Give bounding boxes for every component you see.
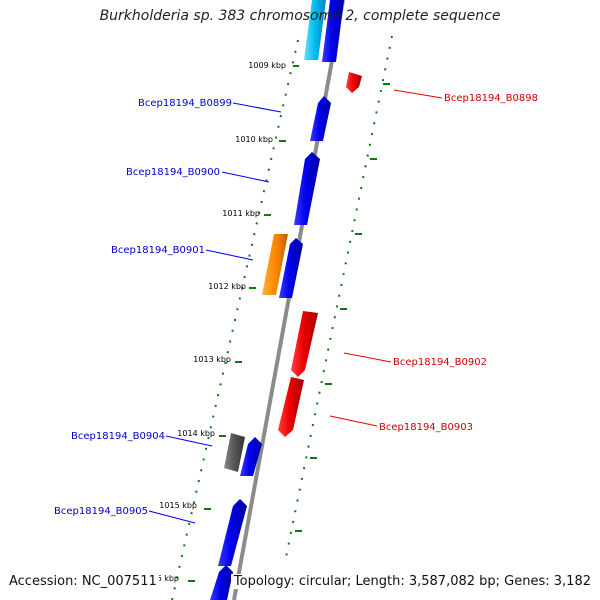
callout-B0898 (393, 89, 443, 99)
gene-label-B0904[interactable]: Bcep18194_B0904 (71, 431, 165, 442)
gene-label-B0900[interactable]: Bcep18194_B0900 (126, 167, 220, 178)
gene-B0901-orange[interactable] (262, 234, 288, 295)
right-tick-ring (284, 35, 393, 563)
callout-B0904 (165, 435, 213, 447)
gene-label-B0901[interactable]: Bcep18194_B0901 (111, 245, 205, 256)
gene-label-B0905[interactable]: Bcep18194_B0905 (54, 506, 148, 517)
accession-text: Accession: NC_007511 (9, 574, 159, 589)
scale-label-1016: 1016 kbp (141, 574, 179, 583)
scale-label-1013: 1013 kbp (193, 355, 231, 364)
left-tick-ring (171, 39, 299, 600)
gene-B0899[interactable] (310, 96, 331, 141)
callout-B0902 (343, 352, 392, 363)
major-ticks (188, 65, 390, 582)
backbone-line (232, 0, 345, 600)
gene-blue-top[interactable] (322, 0, 344, 62)
callout-B0899 (232, 102, 282, 113)
scale-label-1010: 1010 kbp (235, 135, 273, 144)
gene-B0904-blue[interactable] (240, 437, 262, 476)
scale-label-1009: 1009 kbp (248, 61, 286, 70)
gene-bottom-blue[interactable] (210, 565, 233, 600)
gene-cyan-top[interactable] (304, 0, 326, 60)
gene-label-B0902[interactable]: Bcep18194_B0902 (393, 357, 487, 368)
gene-B0898[interactable] (346, 72, 362, 93)
scale-label-1014: 1014 kbp (177, 429, 215, 438)
callout-B0903 (329, 415, 378, 427)
scale-label-1012: 1012 kbp (208, 282, 246, 291)
gene-B0900[interactable] (294, 152, 320, 225)
gene-B0904-gray[interactable] (224, 433, 245, 472)
gene-B0905[interactable] (218, 499, 247, 566)
scale-label-1011: 1011 kbp (222, 209, 260, 218)
gene-label-B0903[interactable]: Bcep18194_B0903 (379, 422, 473, 433)
callout-B0901 (205, 249, 254, 261)
gene-B0902[interactable] (291, 311, 318, 377)
callout-B0900 (221, 171, 270, 183)
map-title: Burkholderia sp. 383 chromosome 2, compl… (99, 8, 501, 24)
callout-B0905 (148, 510, 196, 524)
gene-B0903[interactable] (278, 377, 304, 437)
gene-B0901-blue[interactable] (279, 238, 303, 298)
gene-label-B0898[interactable]: Bcep18194_B0898 (444, 93, 538, 104)
sequence-summary: Topology: circular; Length: 3,587,082 bp… (230, 574, 591, 589)
scale-label-1015: 1015 kbp (159, 501, 197, 510)
gene-label-B0899[interactable]: Bcep18194_B0899 (138, 98, 232, 109)
